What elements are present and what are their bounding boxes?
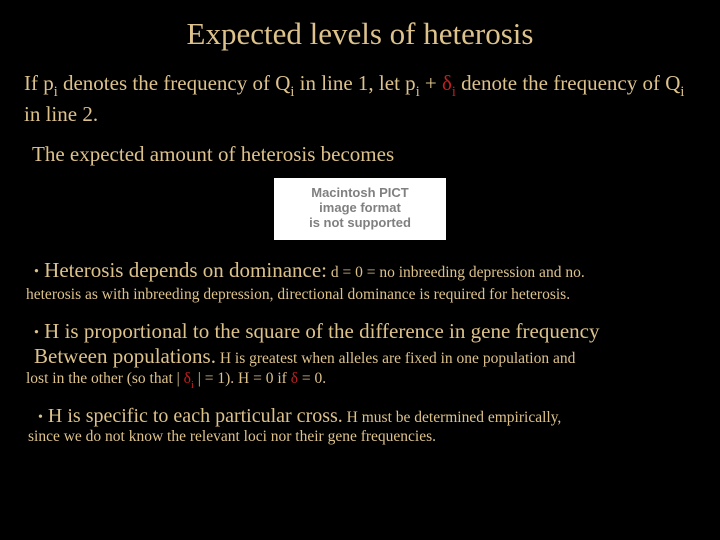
bullet-3-lead: H is specific to each particular cross. <box>48 405 343 427</box>
intro-t4: + <box>420 71 442 95</box>
bullet-2: • H is proportional to the square of the… <box>34 319 696 370</box>
bullet-1-tail: d = 0 = no inbreeding depression and no. <box>327 264 585 281</box>
intro-t1: If p <box>24 71 54 95</box>
intro-sub2: i <box>290 84 294 100</box>
placeholder-l3: is not supported <box>309 216 411 231</box>
intro-sub3: i <box>416 84 420 100</box>
intro-t5: denote the frequency of Q <box>456 71 681 95</box>
slide-title: Expected levels of heterosis <box>24 16 696 52</box>
pict-placeholder: Macintosh PICT image format is not suppo… <box>274 178 446 240</box>
bullet-2-delta2: δ <box>291 370 298 387</box>
intro-t3: in line 1, let p <box>294 71 415 95</box>
bullet-3-cont: since we do not know the relevant loci n… <box>28 428 696 447</box>
intro-paragraph: If pi denotes the frequency of Qi in lin… <box>24 70 696 127</box>
bullet-1-lead: Heterosis depends on dominance: <box>44 258 327 282</box>
bullet-2-cont2: | = 1). H = 0 if <box>194 370 291 387</box>
bullet-3: • H is specific to each particular cross… <box>38 404 696 428</box>
bullet-3-tail: H must be determined empirically, <box>343 409 562 426</box>
bullet-1-dot: • <box>34 264 39 279</box>
placeholder-l1: Macintosh PICT <box>311 186 409 201</box>
intro-sub1: i <box>54 84 58 100</box>
bullet-2-dot: • <box>34 325 39 340</box>
bullet-2-delta1: δ <box>184 370 191 387</box>
intro-t6: in line 2. <box>24 102 98 126</box>
bullet-2-deltasub1: i <box>191 380 194 391</box>
bullet-1-cont: heterosis as with inbreeding depression,… <box>26 286 696 305</box>
bullet-2-l1a: H is proportional to the square of the d… <box>44 319 599 343</box>
bullet-2-cont1: lost in the other (so that | <box>26 370 184 387</box>
intro-sub4: i <box>452 84 456 100</box>
bullet-1: • Heterosis depends on dominance: d = 0 … <box>34 258 696 284</box>
intro-delta1: δ <box>442 71 452 95</box>
intro-t2: denotes the frequency of Q <box>58 71 291 95</box>
bullet-2-cont: lost in the other (so that | δi | = 1). … <box>26 370 696 392</box>
bullet-2-cont3: = 0. <box>298 370 326 387</box>
bullet-2-l2b: H is greatest when alleles are fixed in … <box>216 350 575 367</box>
line-expected: The expected amount of heterosis becomes <box>32 141 696 167</box>
placeholder-l2: image format <box>319 201 401 216</box>
bullet-2-l2a: Between populations. <box>34 344 216 368</box>
intro-sub5: i <box>680 84 684 100</box>
bullet-3-dot: • <box>38 410 43 425</box>
